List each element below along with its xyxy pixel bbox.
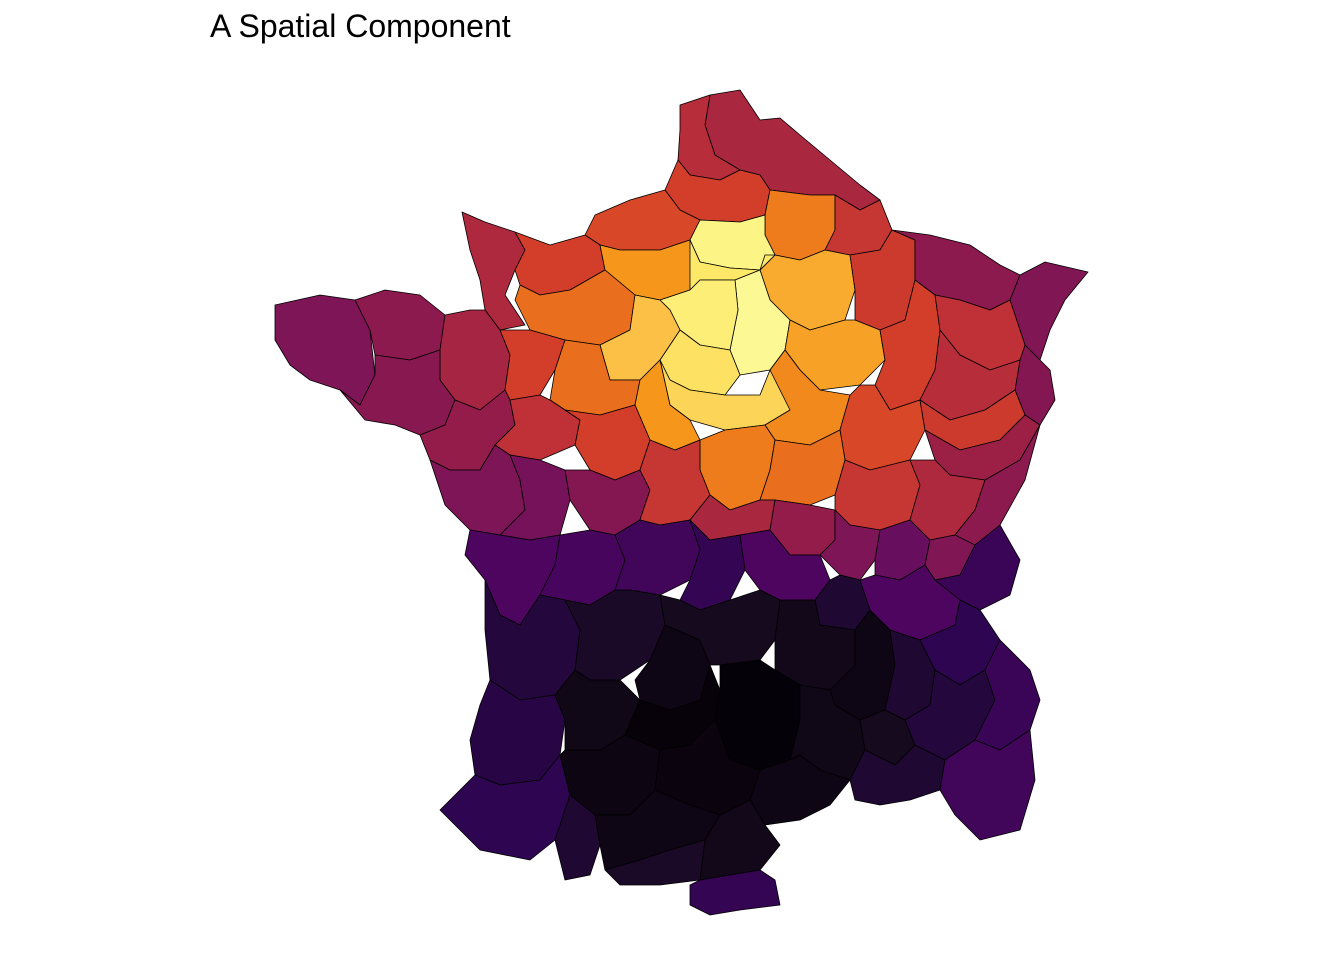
region-haute-vienne [614, 519, 701, 596]
region-manche [461, 211, 526, 331]
region-var [939, 729, 1036, 841]
region-indre-et-loire [564, 404, 651, 481]
region-aisne [764, 189, 836, 261]
region-morbihan [339, 349, 456, 436]
map-title: A Spatial Component [210, 8, 511, 44]
region-pyrenees-orientales [689, 869, 781, 916]
region-oise [689, 214, 776, 271]
region-saone-et-loire [834, 459, 921, 531]
region-nievre [759, 429, 846, 506]
region-finistere [274, 294, 376, 406]
